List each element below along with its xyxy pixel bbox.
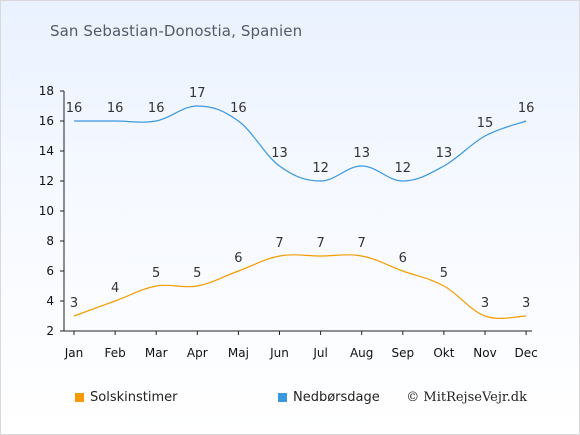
x-tick-label: Okt [433, 346, 454, 360]
sun-data-label: 3 [522, 296, 530, 311]
x-tick-label: Feb [104, 346, 125, 360]
rain-data-label: 15 [477, 116, 494, 131]
sun-data-label: 3 [70, 296, 78, 311]
copyright-notice: © MitRejseVejr.dk [406, 390, 527, 405]
chart-title: San Sebastian-Donostia, Spanien [50, 22, 303, 40]
x-tick-label: Jul [312, 346, 327, 360]
rain-legend-swatch [278, 393, 287, 402]
x-tick-label: Maj [228, 346, 249, 360]
rain-data-label: 12 [312, 161, 329, 176]
x-tick-label: Aug [350, 346, 373, 360]
y-tick-label: 2 [46, 324, 54, 338]
sun-data-label: 5 [152, 266, 160, 281]
x-tick-label: Mar [145, 346, 168, 360]
y-tick-label: 4 [46, 294, 54, 308]
sun-series-line [73, 254, 527, 319]
legend-item-rain: Nedbørsdage [278, 390, 380, 405]
rain-data-label: 16 [66, 101, 83, 116]
rain-data-label: 16 [107, 101, 124, 116]
x-tick-label: Jan [64, 346, 84, 360]
x-tick-label: Jun [269, 346, 289, 360]
x-tick-label: Apr [187, 346, 208, 360]
sun-legend-swatch [75, 393, 84, 402]
rain-data-label: 17 [189, 86, 206, 101]
x-tick-label: Sep [391, 346, 414, 360]
sun-data-label: 7 [316, 236, 324, 251]
sun-data-label: 6 [234, 251, 242, 266]
rain-data-label: 12 [395, 161, 412, 176]
y-tick-label: 12 [39, 174, 54, 188]
sun-data-label: 7 [358, 236, 366, 251]
rain-data-label: 16 [230, 101, 247, 116]
axes: 2 4 6 8 10 12 14 16 18 Jan Feb Mar Apr Maj Jun Jul Aug Se… [39, 84, 538, 360]
legend-item-sun: Solskinstimer [75, 390, 177, 405]
x-tick-label: Dec [514, 346, 537, 360]
sun-legend-label: Solskinstimer [90, 390, 178, 405]
rain-data-label: 13 [436, 146, 453, 161]
series-lines [73, 105, 527, 319]
y-tick-label: 6 [46, 264, 54, 278]
sun-data-label: 5 [193, 266, 201, 281]
rain-legend-label: Nedbørsdage [293, 390, 380, 405]
y-tick-label: 14 [39, 144, 54, 158]
y-tick-label: 16 [39, 114, 54, 128]
y-tick-label: 8 [46, 234, 54, 248]
sun-data-label: 6 [399, 251, 407, 266]
rain-data-label: 13 [353, 146, 370, 161]
data-labels: 3 4 5 5 6 7 7 7 6 5 3 3 16 16 16 17 16 13 12 13 12 13 15 16 [66, 86, 535, 311]
rain-data-label: 16 [148, 101, 165, 116]
x-tick-label: Nov [473, 346, 496, 360]
rain-data-label: 16 [518, 101, 535, 116]
sun-data-label: 3 [481, 296, 489, 311]
sun-data-label: 5 [440, 266, 448, 281]
y-tick-label: 18 [39, 84, 54, 98]
sun-data-label: 7 [275, 236, 283, 251]
y-tick-label: 10 [39, 204, 54, 218]
sun-data-label: 4 [111, 281, 119, 296]
rain-data-label: 13 [271, 146, 288, 161]
rain-series-line [74, 105, 527, 182]
